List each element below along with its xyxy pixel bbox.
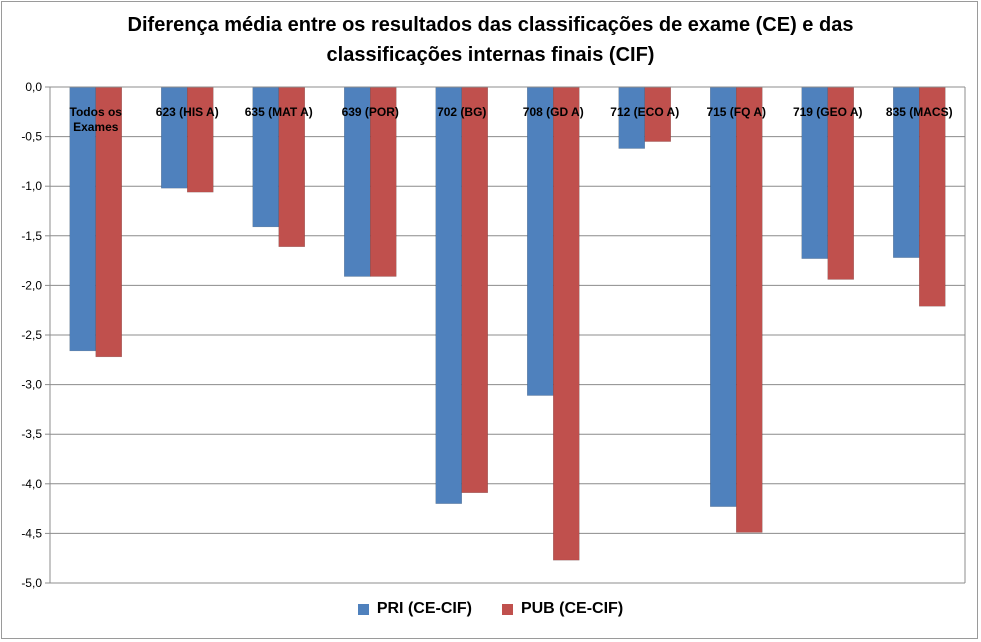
category-label-9: 835 (MACS) [886, 105, 953, 119]
category-label-5: 708 (GD A) [523, 105, 584, 119]
category-label-4: 702 (BG) [437, 105, 486, 119]
y-tick-label: -2,5 [21, 328, 42, 342]
y-tick-label: -1,0 [21, 179, 42, 193]
category-label-6: 712 (ECO A) [610, 105, 679, 119]
y-tick-label: -5,0 [21, 576, 42, 590]
legend: PRI (CE-CIF) PUB (CE-CIF) [0, 600, 981, 618]
bar-pub-0 [95, 86, 122, 358]
bar-pub-3 [370, 86, 397, 277]
chart-title: Diferença média entre os resultados das … [0, 10, 981, 70]
y-tick-label: -1,5 [21, 229, 42, 243]
bar-pub-2 [278, 86, 305, 247]
legend-swatch-pri [357, 603, 369, 615]
bar-pub-1 [187, 86, 214, 193]
category-label-1: 623 (HIS A) [156, 105, 219, 119]
chart-title-line-1: Diferença média entre os resultados das … [127, 14, 854, 36]
bar-pri-1 [161, 86, 188, 189]
legend-label-pri: PRI (CE-CIF) [376, 600, 472, 617]
bar-pri-8 [801, 86, 828, 259]
bar-pub-9 [919, 86, 946, 307]
y-tick-label: -0,5 [21, 130, 42, 144]
legend-item-pub: PUB (CE-CIF) [501, 600, 624, 618]
bar-pri-0 [69, 86, 96, 352]
bar-pri-3 [344, 86, 371, 277]
chart-title-line-2: classificações internas finais (CIF) [326, 44, 655, 66]
category-label-0: Todos os Exames [70, 105, 123, 134]
bar-pri-5 [527, 86, 554, 396]
bar-pub-4 [461, 86, 488, 493]
bar-pri-4 [435, 86, 462, 504]
category-label-7: 715 (FQ A) [706, 105, 766, 119]
category-label-3: 639 (POR) [342, 105, 399, 119]
bar-pri-7 [710, 86, 737, 507]
bar-pri-6 [618, 86, 645, 149]
bar-pub-5 [553, 86, 580, 561]
y-tick-label: 0,0 [25, 80, 42, 94]
category-label-8: 719 (GEO A) [793, 105, 863, 119]
y-tick-label: -3,5 [21, 427, 42, 441]
y-tick-label: -2,0 [21, 278, 42, 292]
y-tick-label: -4,0 [21, 477, 42, 491]
bar-pub-8 [827, 86, 854, 280]
bar-pub-6 [644, 86, 671, 142]
category-label-2: 635 (MAT A) [245, 105, 313, 119]
legend-item-pri: PRI (CE-CIF) [357, 600, 472, 618]
bar-pub-7 [736, 86, 763, 533]
y-tick-label: -3,0 [21, 378, 42, 392]
legend-label-pub: PUB (CE-CIF) [520, 600, 624, 617]
legend-swatch-pub [501, 603, 513, 615]
y-tick-label: -4,5 [21, 526, 42, 540]
